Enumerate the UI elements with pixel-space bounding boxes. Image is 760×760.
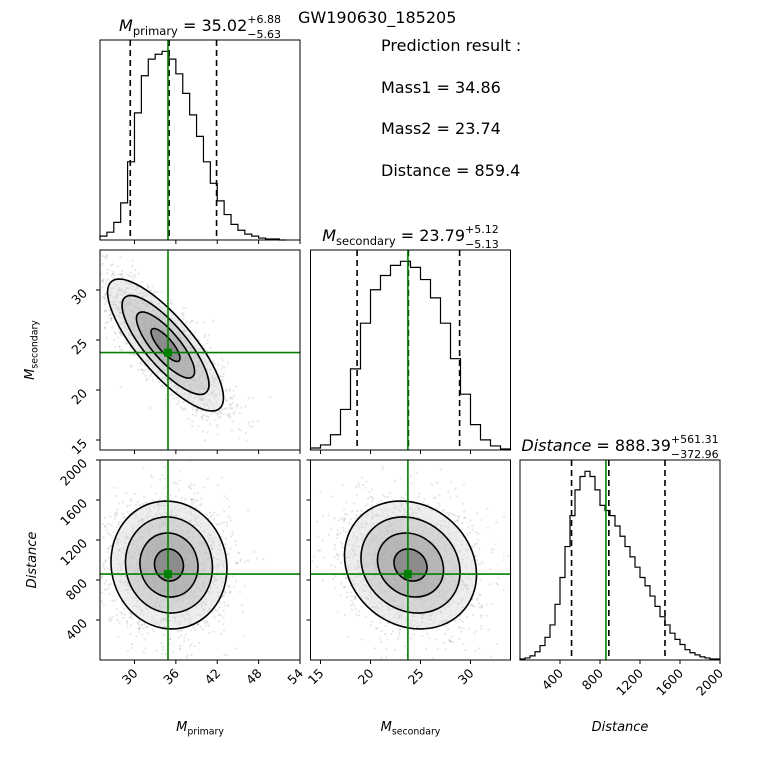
histogram-dist: [519, 470, 721, 660]
xtick-label-m2-15: 15: [305, 666, 327, 688]
xtick-label-m2-20: 20: [355, 665, 377, 687]
histogram-title-dist: Distance = 888.39+561.31 −372.96: [521, 433, 718, 461]
xaxis-label-dist: Distance: [592, 720, 649, 735]
prediction-heading: Prediction result :: [381, 36, 522, 55]
truth-marker-m2-dist: [403, 570, 412, 579]
truth-marker-m1-dist: [164, 570, 172, 579]
yaxis-label-m2: Msecondary: [23, 320, 40, 380]
xaxis-label-m1: Mprimary: [176, 720, 224, 737]
histogram-title-m2: Msecondary = 23.79+5.12 −5.13: [322, 223, 499, 251]
xtick-label-dist-400: 400: [539, 665, 567, 693]
panel-frame-1-2: [310, 459, 511, 661]
xtick-label-m1-48: 48: [243, 665, 265, 687]
histogram-layer: [99, 50, 721, 660]
ytick-label-dist-800: 800: [63, 575, 91, 603]
panel-frame-0-2: [99, 459, 301, 661]
panel-frame-0-1: [99, 249, 301, 451]
ytick-label-dist-400: 400: [63, 615, 91, 643]
xtick-label-m2-25: 25: [405, 666, 427, 688]
ytick-label-m2-25: 25: [68, 336, 90, 358]
xtick-label-dist-1200: 1200: [613, 665, 646, 698]
ytick-label-m2-20: 20: [68, 385, 90, 407]
contour-m2-dist-3: [393, 548, 428, 582]
xtick-label-m1-54: 54: [284, 665, 306, 687]
ytick-label-dist-1600: 1600: [57, 495, 90, 528]
ytick-label-m2-30: 30: [68, 285, 90, 307]
axes-layer: [96, 39, 721, 664]
xtick-label-dist-1600: 1600: [653, 665, 686, 698]
panel-frame-1-1: [310, 249, 511, 451]
xtick-label-dist-2000: 2000: [693, 665, 726, 698]
xtick-label-m2-30: 30: [455, 665, 477, 687]
label-layer: Mprimary = 35.02+6.88 −5.63 Msecondary = 2…: [23, 13, 726, 737]
xtick-label-m1-30: 30: [119, 665, 141, 687]
event-name: GW190630_185205: [298, 8, 457, 27]
ytick-label-m2-15: 15: [68, 436, 90, 458]
panel-frame-2-2: [519, 459, 721, 661]
histogram-title-m1: Mprimary = 35.02+6.88 −5.63: [119, 13, 281, 41]
xtick-label-m1-36: 36: [160, 665, 182, 687]
panel-frame-0-0: [99, 39, 301, 241]
histogram-m2: [309, 260, 512, 450]
xtick-label-m1-42: 42: [202, 666, 224, 688]
xtick-label-dist-800: 800: [579, 665, 607, 693]
contour-layer: [106, 278, 478, 630]
truth-marker-m1-m2: [164, 348, 172, 357]
prediction-mass1: Mass1 = 34.86: [381, 78, 501, 97]
contour-m1-dist-3: [153, 548, 185, 582]
prediction-distance: Distance = 859.4: [381, 161, 521, 180]
ytick-label-dist-2000: 2000: [57, 455, 90, 488]
ytick-label-dist-1200: 1200: [57, 535, 90, 568]
prediction-mass2: Mass2 = 23.74: [381, 119, 501, 138]
histogram-m1: [99, 50, 287, 241]
truth-line-layer: [100, 40, 666, 660]
yaxis-label-dist: Distance: [25, 532, 40, 589]
xaxis-label-m2: Msecondary: [381, 720, 441, 737]
